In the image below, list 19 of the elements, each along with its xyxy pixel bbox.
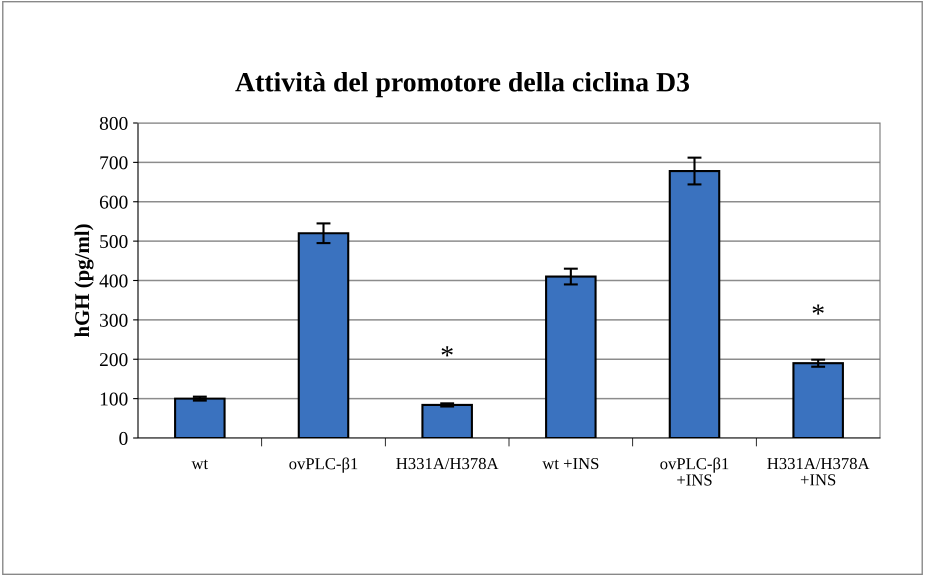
y-tick-label: 300 (100, 314, 128, 327)
y-tick-label: 800 (100, 116, 128, 130)
y-tick-label: 500 (100, 234, 128, 248)
y-tick-label: 100 (100, 392, 128, 406)
x-tick-label: wt (192, 460, 208, 470)
chart-title: Attività del promotore della ciclina D3 (235, 72, 690, 98)
x-tick-label: ovPLC-β1 +INS (660, 457, 728, 486)
y-tick-label: 700 (100, 156, 128, 170)
annotation: * (812, 304, 824, 315)
x-tick-label: wt +INS (542, 458, 598, 470)
y-axis-title: hGH (pg/ml) (74, 224, 94, 337)
annotation: * (442, 346, 453, 356)
y-tick-label: 600 (100, 196, 128, 209)
x-tick-label: H331A/H378A +INS (767, 458, 870, 486)
y-tick-label: 200 (100, 353, 128, 366)
y-tick-label: 0 (119, 432, 128, 445)
x-tick-label: ovPLC-β1 (289, 457, 358, 473)
x-tick-label: H331A/H378A (396, 458, 498, 470)
y-tick-label: 400 (99, 274, 128, 288)
